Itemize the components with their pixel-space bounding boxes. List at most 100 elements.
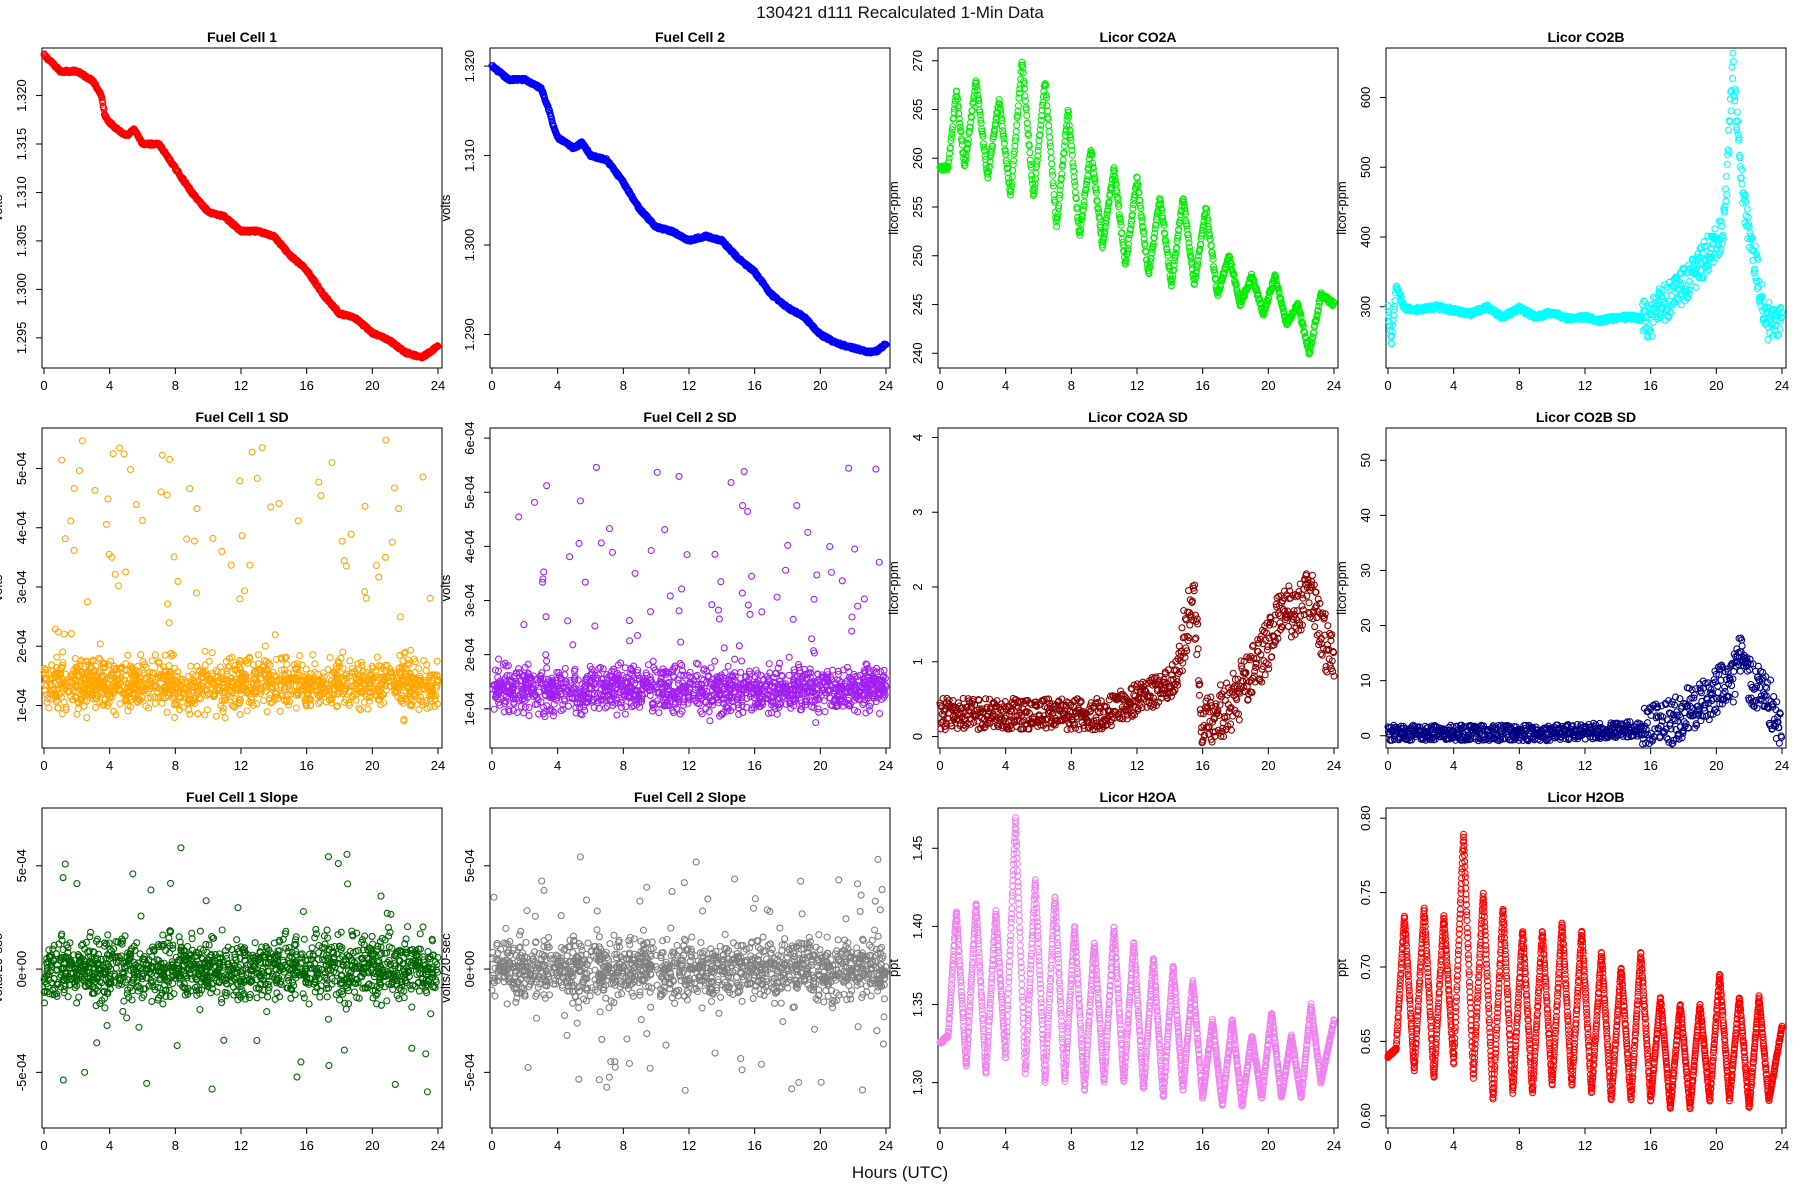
x-tick-label: 20 (1261, 378, 1275, 393)
data-point (258, 444, 266, 452)
scatter-points (936, 58, 1338, 358)
data-point (114, 582, 123, 590)
data-point (116, 700, 124, 708)
y-tick-label: 250 (910, 245, 925, 267)
data-point (294, 517, 302, 525)
data-point (346, 657, 354, 665)
x-tick-label: 24 (879, 378, 893, 393)
y-tick-label: 255 (910, 196, 925, 218)
y-axis-label: volts (0, 194, 5, 221)
data-point (355, 704, 363, 712)
data-point (75, 467, 84, 475)
data-point (339, 648, 347, 656)
y-tick-label: 1.315 (14, 128, 29, 161)
data-point (342, 562, 351, 570)
data-point (1648, 332, 1656, 340)
data-point (426, 594, 434, 602)
data-point (137, 651, 145, 659)
y-tick-label: 600 (1358, 87, 1373, 109)
data-point (1049, 171, 1057, 179)
figure-title: 130421 d111 Recalculated 1-Min Data (756, 3, 1044, 22)
data-point (138, 516, 147, 524)
y-tick-label: 2e-04 (14, 630, 29, 663)
data-point (218, 547, 226, 556)
data-point (315, 478, 323, 486)
y-tick-label: 270 (910, 50, 925, 72)
data-point (183, 535, 191, 543)
data-point (396, 613, 404, 621)
y-tick-label: 240 (910, 342, 925, 364)
data-point (263, 708, 271, 716)
data-point (61, 535, 69, 543)
data-point (419, 473, 427, 481)
data-point (151, 699, 159, 708)
data-point (1058, 170, 1066, 178)
data-point (58, 456, 66, 464)
y-tick-label: 300 (1358, 296, 1373, 318)
data-point (1729, 57, 1737, 66)
y-tick-label: 3e-04 (14, 570, 29, 603)
data-point (1692, 283, 1700, 291)
y-tick-label: 400 (1358, 226, 1373, 248)
data-point (347, 530, 355, 538)
y-tick-label: 5e-04 (14, 452, 29, 485)
x-tick-label: 24 (431, 378, 445, 393)
scatter-points (1384, 49, 1786, 348)
y-tick-label: 265 (910, 99, 925, 121)
data-point (58, 710, 67, 718)
data-point (205, 657, 213, 665)
data-point (984, 174, 992, 182)
data-point (236, 711, 244, 719)
data-point (309, 651, 317, 659)
x-tick-label: 0 (488, 378, 495, 393)
data-point (271, 631, 279, 639)
data-point (388, 538, 396, 546)
x-tick-label: 12 (682, 378, 696, 393)
x-tick-label: 8 (172, 758, 179, 773)
x-tick-label: 0 (40, 378, 47, 393)
data-point (1209, 255, 1217, 263)
data-point (186, 485, 194, 493)
data-point (70, 546, 78, 554)
x-tick-label: 16 (1195, 378, 1209, 393)
y-axis-label: volts (438, 194, 453, 221)
y-tick-label: 1.300 (462, 229, 477, 262)
data-point (73, 710, 81, 718)
scatter-points (40, 50, 442, 362)
data-point (338, 537, 346, 545)
data-point (83, 714, 91, 722)
data-point (174, 577, 182, 585)
panel-frame (41, 47, 443, 369)
data-point (311, 660, 319, 668)
data-point (158, 451, 166, 459)
data-point (193, 505, 201, 513)
data-point (275, 500, 283, 508)
x-tick-label: 8 (1068, 378, 1075, 393)
data-point (248, 448, 256, 456)
y-axis-label: volts (0, 574, 5, 601)
scatter-points (488, 62, 890, 357)
data-point (302, 665, 310, 673)
data-point (67, 517, 75, 525)
data-point (1728, 74, 1737, 82)
data-point (116, 444, 124, 452)
x-tick-label: 20 (1709, 378, 1723, 393)
data-point (364, 705, 372, 713)
data-point (148, 657, 156, 665)
data-point (59, 648, 67, 656)
data-point (326, 653, 334, 662)
scatter-points (40, 436, 442, 725)
data-point (98, 93, 106, 102)
x-tick-label: 4 (106, 378, 113, 393)
data-point (328, 458, 336, 467)
data-point (99, 98, 107, 107)
data-point (433, 657, 441, 665)
data-point (60, 630, 68, 638)
data-point (236, 477, 244, 485)
data-point (381, 553, 389, 561)
data-point (296, 651, 304, 660)
